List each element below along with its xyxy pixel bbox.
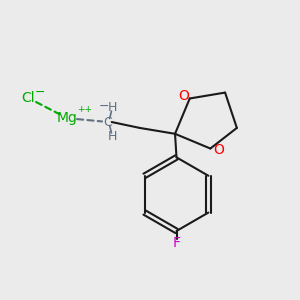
Text: ++: ++ (77, 105, 92, 114)
Text: H: H (108, 101, 117, 114)
Text: H: H (108, 130, 117, 143)
Text: O: O (178, 89, 189, 103)
Text: F: F (172, 236, 181, 250)
Text: Cl: Cl (21, 92, 34, 106)
Text: O: O (213, 143, 224, 157)
Text: −: − (35, 85, 45, 98)
Text: C: C (103, 116, 112, 128)
Text: −: − (99, 100, 110, 113)
Text: Mg: Mg (57, 111, 78, 124)
